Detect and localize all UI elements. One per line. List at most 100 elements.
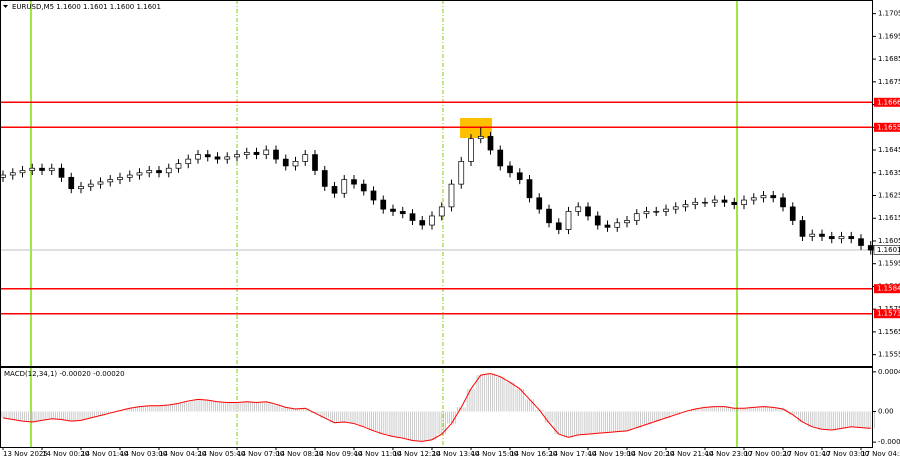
candle-body (497, 149, 504, 167)
candle-body (838, 236, 845, 240)
candle-body (117, 176, 123, 180)
candle-body (136, 172, 143, 176)
y-tick-label: 1.1605 (878, 237, 900, 245)
x-tick-label: 17 Nov 01:40 (783, 450, 830, 458)
candle-body (828, 236, 835, 240)
candle-body (780, 197, 786, 208)
candle-body (390, 208, 396, 212)
candle-body (214, 156, 221, 160)
candle-body (78, 186, 84, 190)
candle-body (419, 220, 426, 226)
candle-body (565, 211, 572, 230)
candle-body (68, 176, 75, 190)
candle-body (175, 163, 182, 169)
candle-body (399, 211, 406, 215)
candle-body (302, 154, 309, 162)
y-tick-label: 1.1635 (878, 169, 900, 177)
candle-body (341, 179, 348, 194)
last-price-label: 1.1601 (877, 246, 900, 254)
level-label: 1.1655 (877, 123, 900, 131)
macd-signal-line (2, 372, 871, 442)
candle-body (604, 224, 611, 228)
candle-body (487, 136, 494, 151)
candle-body (721, 199, 728, 203)
candle-body (643, 211, 650, 215)
candle-body (594, 215, 601, 226)
macd-panel-frame (0, 367, 873, 448)
candle-body (29, 167, 36, 171)
candle-body (185, 158, 192, 165)
x-tick-label: 14 Nov 03:00 (120, 450, 167, 458)
candle-body (633, 213, 640, 221)
candle-body (331, 186, 338, 194)
x-tick-label: 14 Nov 15:00 (471, 450, 518, 458)
candle-body (438, 206, 445, 217)
level-label: 1.1573 (877, 310, 900, 318)
candle-body (546, 208, 552, 224)
candle-body (429, 215, 435, 226)
x-tick-label: 14 Nov 13:40 (432, 450, 479, 458)
chart-title: EURUSD,M5 1.1600 1.1601 1.1600 1.1601 (12, 3, 161, 11)
x-tick-label: 14 Nov 21:40 (666, 450, 713, 458)
candle-body (370, 190, 377, 201)
candle-body (360, 183, 367, 192)
candle-body (653, 211, 660, 213)
candle-body (48, 167, 55, 171)
candle-body (409, 213, 416, 221)
candle-body (711, 199, 718, 203)
candle-body (789, 206, 796, 221)
x-tick-label: 14 Nov 16:20 (510, 450, 557, 458)
x-tick-label: 14 Nov 11:00 (354, 450, 401, 458)
x-tick-label: 17 Nov 03:00 (822, 450, 869, 458)
candle-body (858, 238, 864, 246)
x-tick-label: 14 Nov 20:20 (627, 450, 674, 458)
level-label-bg (874, 309, 900, 319)
y-tick-label: 1.1625 (878, 192, 900, 200)
candle-body (0, 174, 6, 178)
candle-body (97, 181, 104, 185)
candle-body (87, 183, 94, 187)
candle-body (39, 167, 45, 171)
candle-body (292, 161, 299, 167)
y-tick-label: -0.00038 (878, 438, 900, 446)
x-tick-label: 17 Nov 00:20 (744, 450, 791, 458)
x-tick-label: 14 Nov 09:40 (315, 450, 362, 458)
candle-body (126, 174, 133, 178)
candle-body (741, 199, 747, 205)
y-tick-label: 1.1675 (878, 78, 900, 86)
x-tick-label: 13 Nov 2025 (3, 450, 48, 458)
candle-body (282, 158, 289, 167)
candle-body (672, 206, 679, 210)
last-price-bg (873, 245, 900, 255)
candle-body (614, 222, 621, 228)
candle-body (458, 161, 465, 185)
y-tick-label: 1.1615 (878, 214, 900, 222)
candle-body (19, 170, 26, 174)
candle-body (809, 233, 816, 237)
candle-body (702, 201, 708, 204)
candle-body (234, 154, 240, 158)
candle-body (224, 156, 231, 160)
candle-body (477, 136, 484, 140)
level-label: 1.1584 (877, 285, 900, 293)
candle-body (448, 183, 455, 208)
candle-body (9, 172, 16, 176)
candle-body (468, 138, 474, 162)
candle-body (867, 245, 874, 251)
candle-body (351, 179, 357, 185)
y-tick-label: 1.1705 (878, 10, 900, 18)
candle-body (536, 197, 543, 210)
candle-body (243, 151, 250, 155)
candle-body (146, 170, 153, 174)
candle-body (760, 195, 767, 199)
y-tick-label: 1.1555 (878, 351, 900, 359)
candle-body (312, 154, 318, 171)
x-tick-label: 17 Nov 04:20 (861, 450, 900, 458)
x-tick-label: 14 Nov 04:20 (159, 450, 206, 458)
x-tick-label: 14 Nov 12:20 (393, 450, 440, 458)
candle-body (624, 220, 630, 224)
candle-body (575, 206, 582, 212)
candle-body (516, 172, 523, 180)
